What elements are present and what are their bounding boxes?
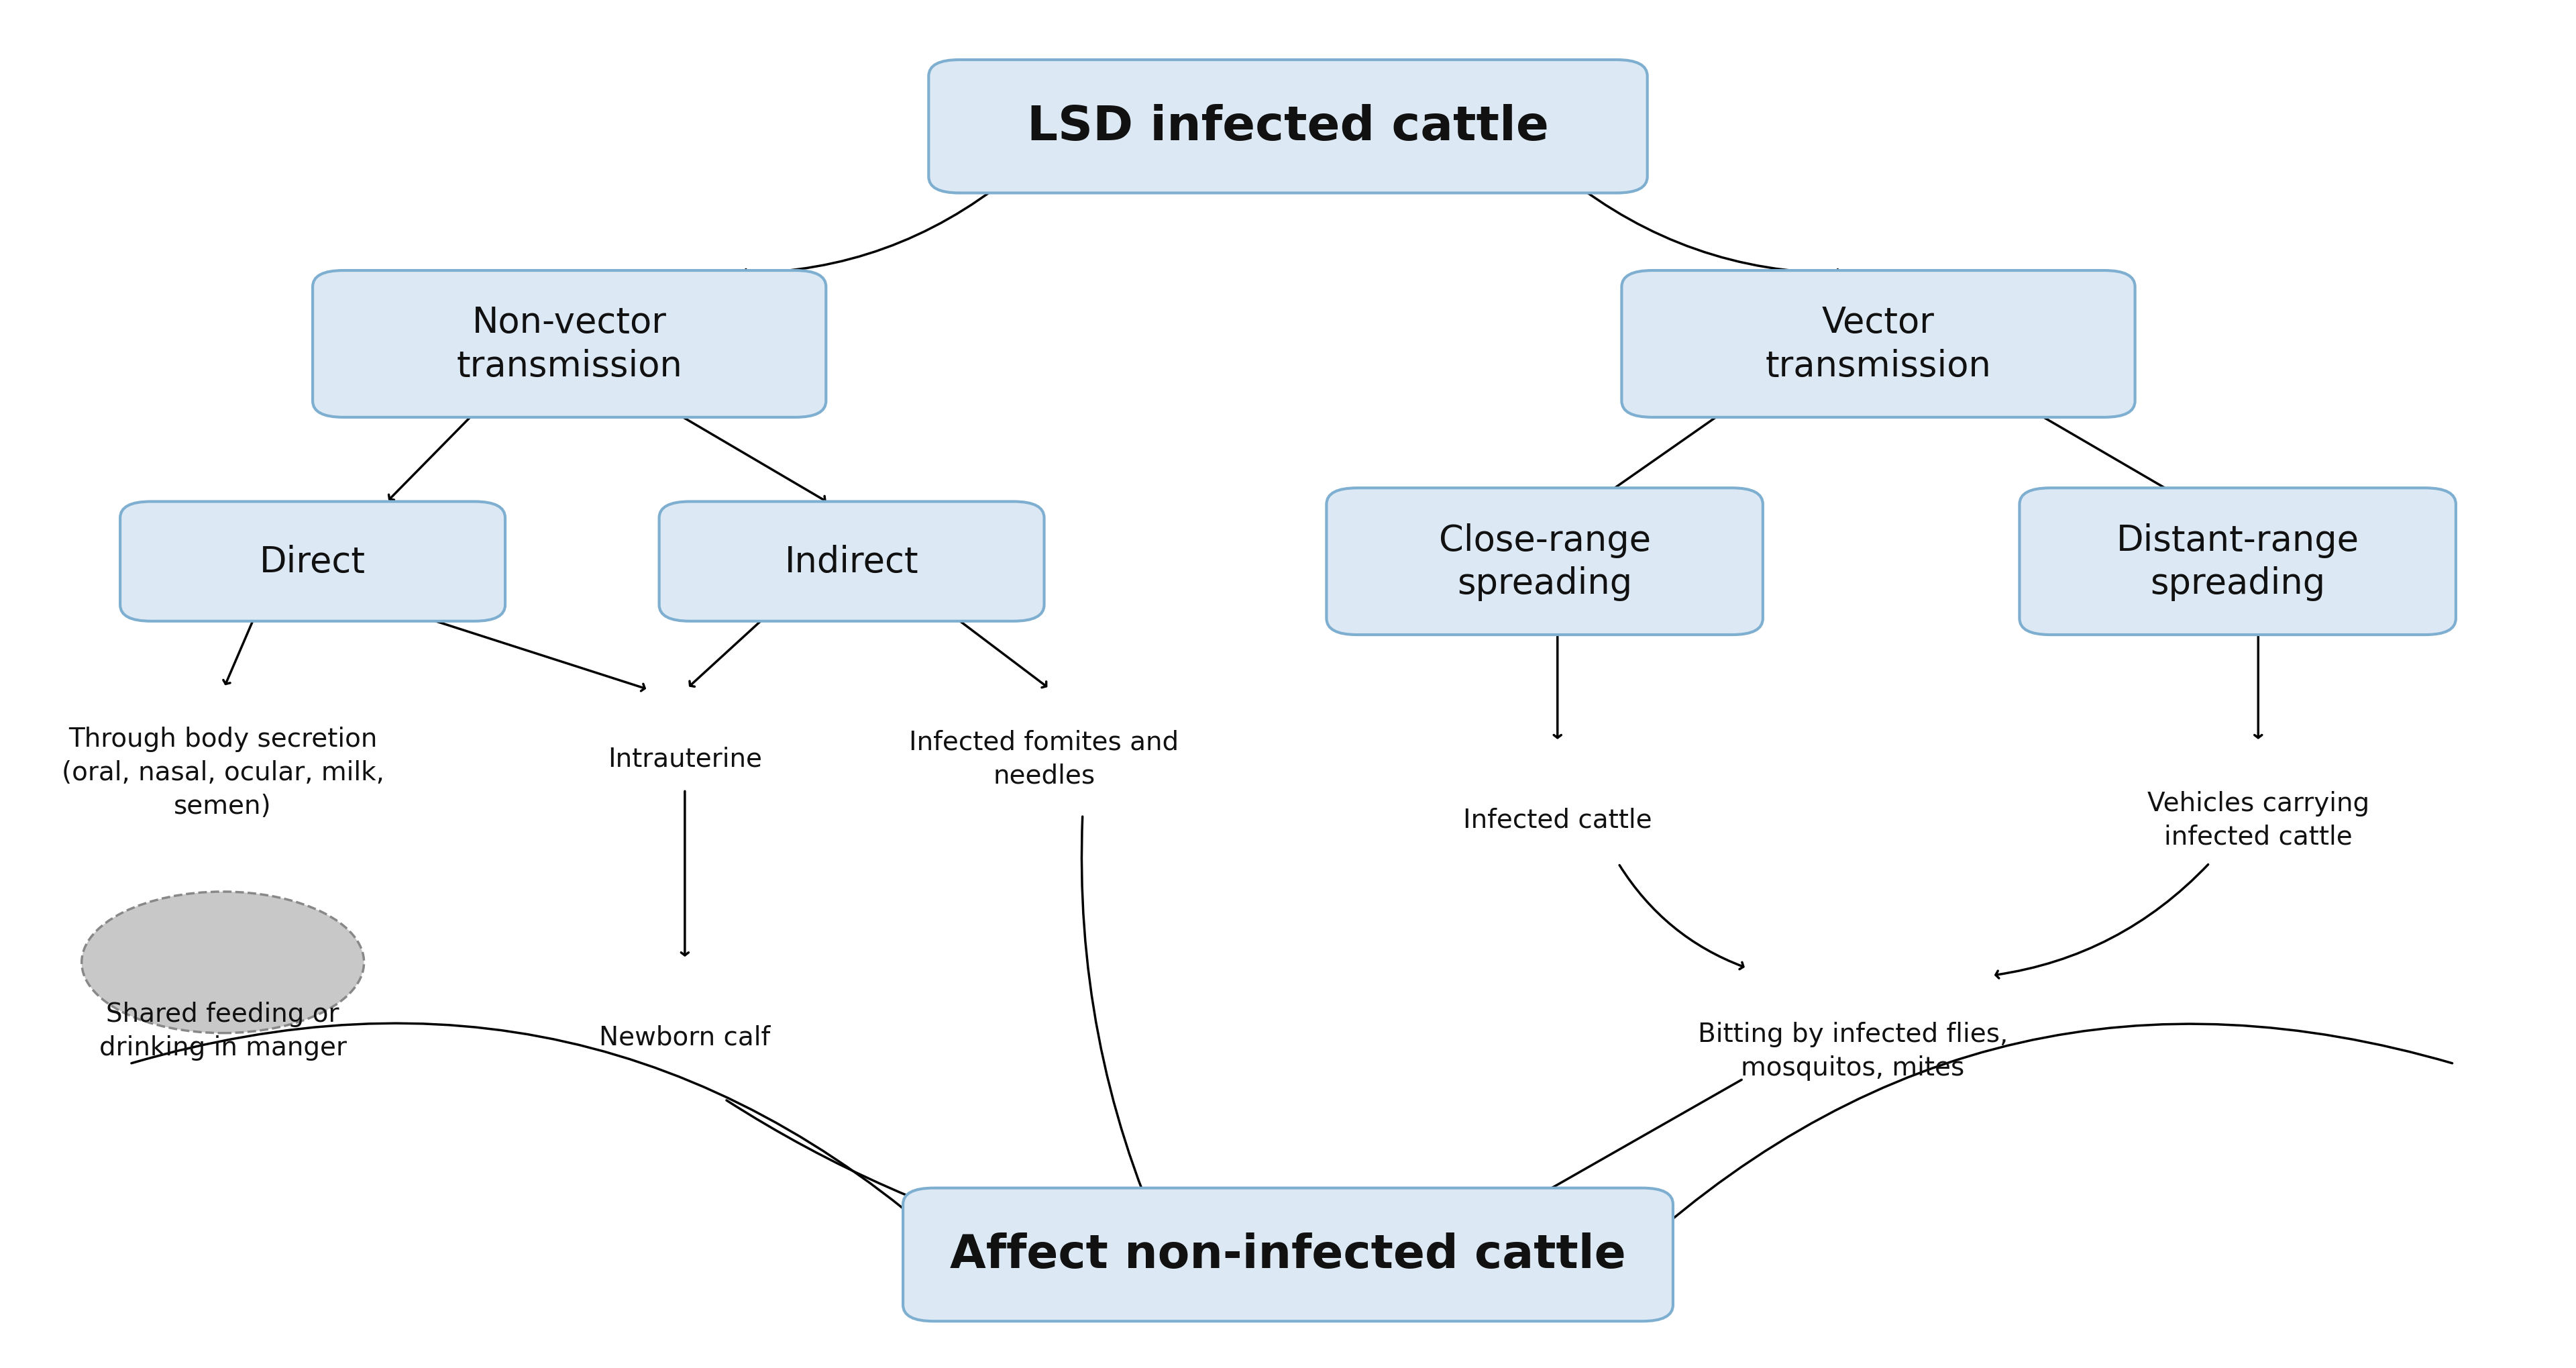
Text: Affect non-infected cattle: Affect non-infected cattle bbox=[951, 1233, 1625, 1278]
FancyBboxPatch shape bbox=[659, 502, 1043, 621]
Text: Non-vector
transmission: Non-vector transmission bbox=[456, 305, 683, 383]
Ellipse shape bbox=[82, 892, 363, 1033]
Text: Infected cattle: Infected cattle bbox=[1463, 807, 1651, 833]
Text: Bitting by infected flies,
mosquitos, mites: Bitting by infected flies, mosquitos, mi… bbox=[1698, 1022, 2007, 1081]
FancyBboxPatch shape bbox=[312, 271, 827, 417]
Text: Distant-range
spreading: Distant-range spreading bbox=[2117, 523, 2360, 601]
Text: Vehicles carrying
infected cattle: Vehicles carrying infected cattle bbox=[2148, 791, 2370, 850]
Text: Close-range
spreading: Close-range spreading bbox=[1437, 523, 1651, 601]
Text: Newborn calf: Newborn calf bbox=[600, 1025, 770, 1051]
FancyBboxPatch shape bbox=[1327, 488, 1762, 635]
FancyBboxPatch shape bbox=[904, 1187, 1672, 1321]
FancyBboxPatch shape bbox=[121, 502, 505, 621]
FancyBboxPatch shape bbox=[930, 60, 1646, 193]
Text: Indirect: Indirect bbox=[786, 544, 920, 579]
Text: Shared feeding or
drinking in manger: Shared feeding or drinking in manger bbox=[98, 1001, 348, 1060]
Text: Infected fomites and
needles: Infected fomites and needles bbox=[909, 729, 1180, 788]
Text: LSD infected cattle: LSD infected cattle bbox=[1028, 104, 1548, 150]
Text: Vector
transmission: Vector transmission bbox=[1765, 305, 1991, 383]
FancyBboxPatch shape bbox=[2020, 488, 2455, 635]
Text: Intrauterine: Intrauterine bbox=[608, 746, 762, 772]
Text: Direct: Direct bbox=[260, 544, 366, 579]
FancyBboxPatch shape bbox=[1623, 271, 2136, 417]
Text: Through body secretion
(oral, nasal, ocular, milk,
semen): Through body secretion (oral, nasal, ocu… bbox=[62, 726, 384, 818]
